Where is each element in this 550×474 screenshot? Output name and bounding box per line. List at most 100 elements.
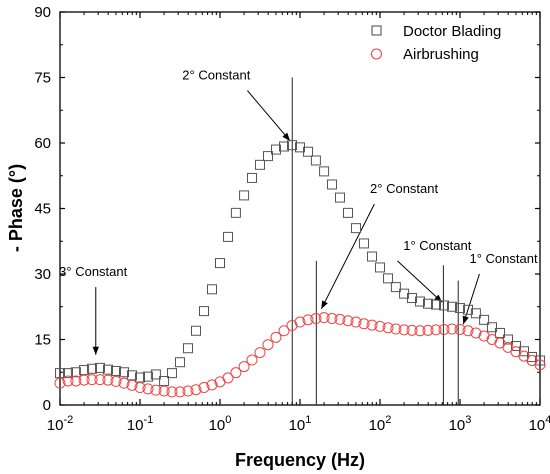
data-point-circle [302,314,314,326]
data-point-circle [430,324,442,336]
data-point-square [150,369,161,380]
data-point-circle [54,377,66,389]
data-point-circle [350,316,362,328]
data-point-square [94,362,105,373]
data-point-circle [230,367,242,379]
data-point-square [166,368,177,379]
data-point-square [230,207,241,218]
data-point-circle [86,374,98,386]
data-point-square [334,192,345,203]
data-point-square [406,293,417,304]
data-point-square [102,364,113,375]
data-point-circle [438,323,450,335]
annotation-ab-1-constant-label: 1° Constant [469,251,537,266]
series-airbrushing [54,312,546,398]
x-tick-label: 10-2 [47,414,73,434]
data-point-circle [158,385,170,397]
data-point-circle [254,347,266,359]
annotation-3-constant-arrow-head [92,346,99,355]
x-axis: 10-2 10-1 100 101 102 103 104 [47,12,550,434]
data-point-square [463,304,474,315]
data-point-square [519,346,530,357]
data-point-square [254,159,265,170]
data-point-circle [182,385,194,397]
data-point-circle [334,313,346,325]
legend-marker-doctor-blading [371,25,382,36]
annotation-db-2-constant-label: 2° Constant [182,68,250,83]
data-point-square [526,351,537,362]
annotation-db-2-constant-arrow-line [247,90,291,142]
data-point-square [366,251,377,262]
data-point-square [55,368,65,379]
plot-frame [59,11,541,406]
data-point-circle [150,384,162,396]
data-point-square [246,172,257,183]
data-point-circle [390,323,402,335]
data-point-circle [294,316,306,328]
data-point-circle [198,382,210,394]
legend-label-doctor-blading: Doctor Blading [403,23,501,40]
y-tick-label-60: 60 [34,135,51,152]
data-point-square [182,343,193,354]
data-point-circle [366,319,378,331]
data-point-circle [374,320,386,332]
series-layer [54,140,546,398]
data-point-circle [406,324,418,336]
data-point-circle [398,324,410,336]
data-point-square [414,296,425,307]
data-point-square [390,282,401,293]
data-point-square [199,306,210,317]
data-point-square [479,314,490,325]
y-tick-label-0: 0 [43,397,51,414]
annotation-db-2-constant-arrow-head [282,132,291,141]
data-point-square [326,179,337,190]
data-point-circle [478,330,490,342]
data-point-square [359,238,370,249]
data-point-circle [534,359,546,371]
data-point-square [270,144,281,155]
x-tick-label: 101 [289,414,312,434]
annotation-ab-1-constant-arrow-line [462,273,480,325]
data-point-circle [270,331,282,343]
x-axis-title: Frequency (Hz) [235,450,365,470]
data-point-square [119,367,130,378]
data-point-square [455,303,465,314]
data-point-circle [118,377,130,389]
data-point-square [510,341,521,352]
data-point-circle [462,325,474,337]
data-point-circle [142,383,154,395]
data-point-circle [78,374,90,386]
annotation-db-1-constant-arrow-line [397,260,443,303]
data-point-circle [206,379,218,391]
plot-area-border [59,11,541,406]
data-point-square [310,155,321,166]
data-point-square [110,365,121,376]
data-point-circle [454,323,466,335]
x-tick-label: 100 [209,414,232,434]
data-point-circle [166,386,178,398]
data-point-square [63,368,74,379]
data-point-circle [342,315,354,327]
data-point-square [239,190,250,201]
data-point-square [174,357,185,368]
data-point-square [143,371,154,382]
legend: Doctor Blading Airbrushing [370,23,501,63]
data-point-square [375,262,385,273]
data-point-circle [470,327,482,339]
data-point-circle [318,312,330,324]
data-point-circle [190,384,202,396]
data-point-circle [422,324,434,336]
data-point-circle [326,313,338,325]
data-point-circle [262,339,274,351]
data-point-square [303,146,314,157]
data-point-circle [134,382,146,394]
data-point-circle [94,374,106,386]
annotation-ab-2-constant-label: 2° Constant [370,181,438,196]
data-point-square [439,300,450,311]
data-point-square [342,207,353,218]
data-point-square [70,367,81,378]
data-point-circle [310,313,322,325]
annotation-ab-2-constant-arrow-line [320,203,375,310]
data-point-square [430,299,441,310]
